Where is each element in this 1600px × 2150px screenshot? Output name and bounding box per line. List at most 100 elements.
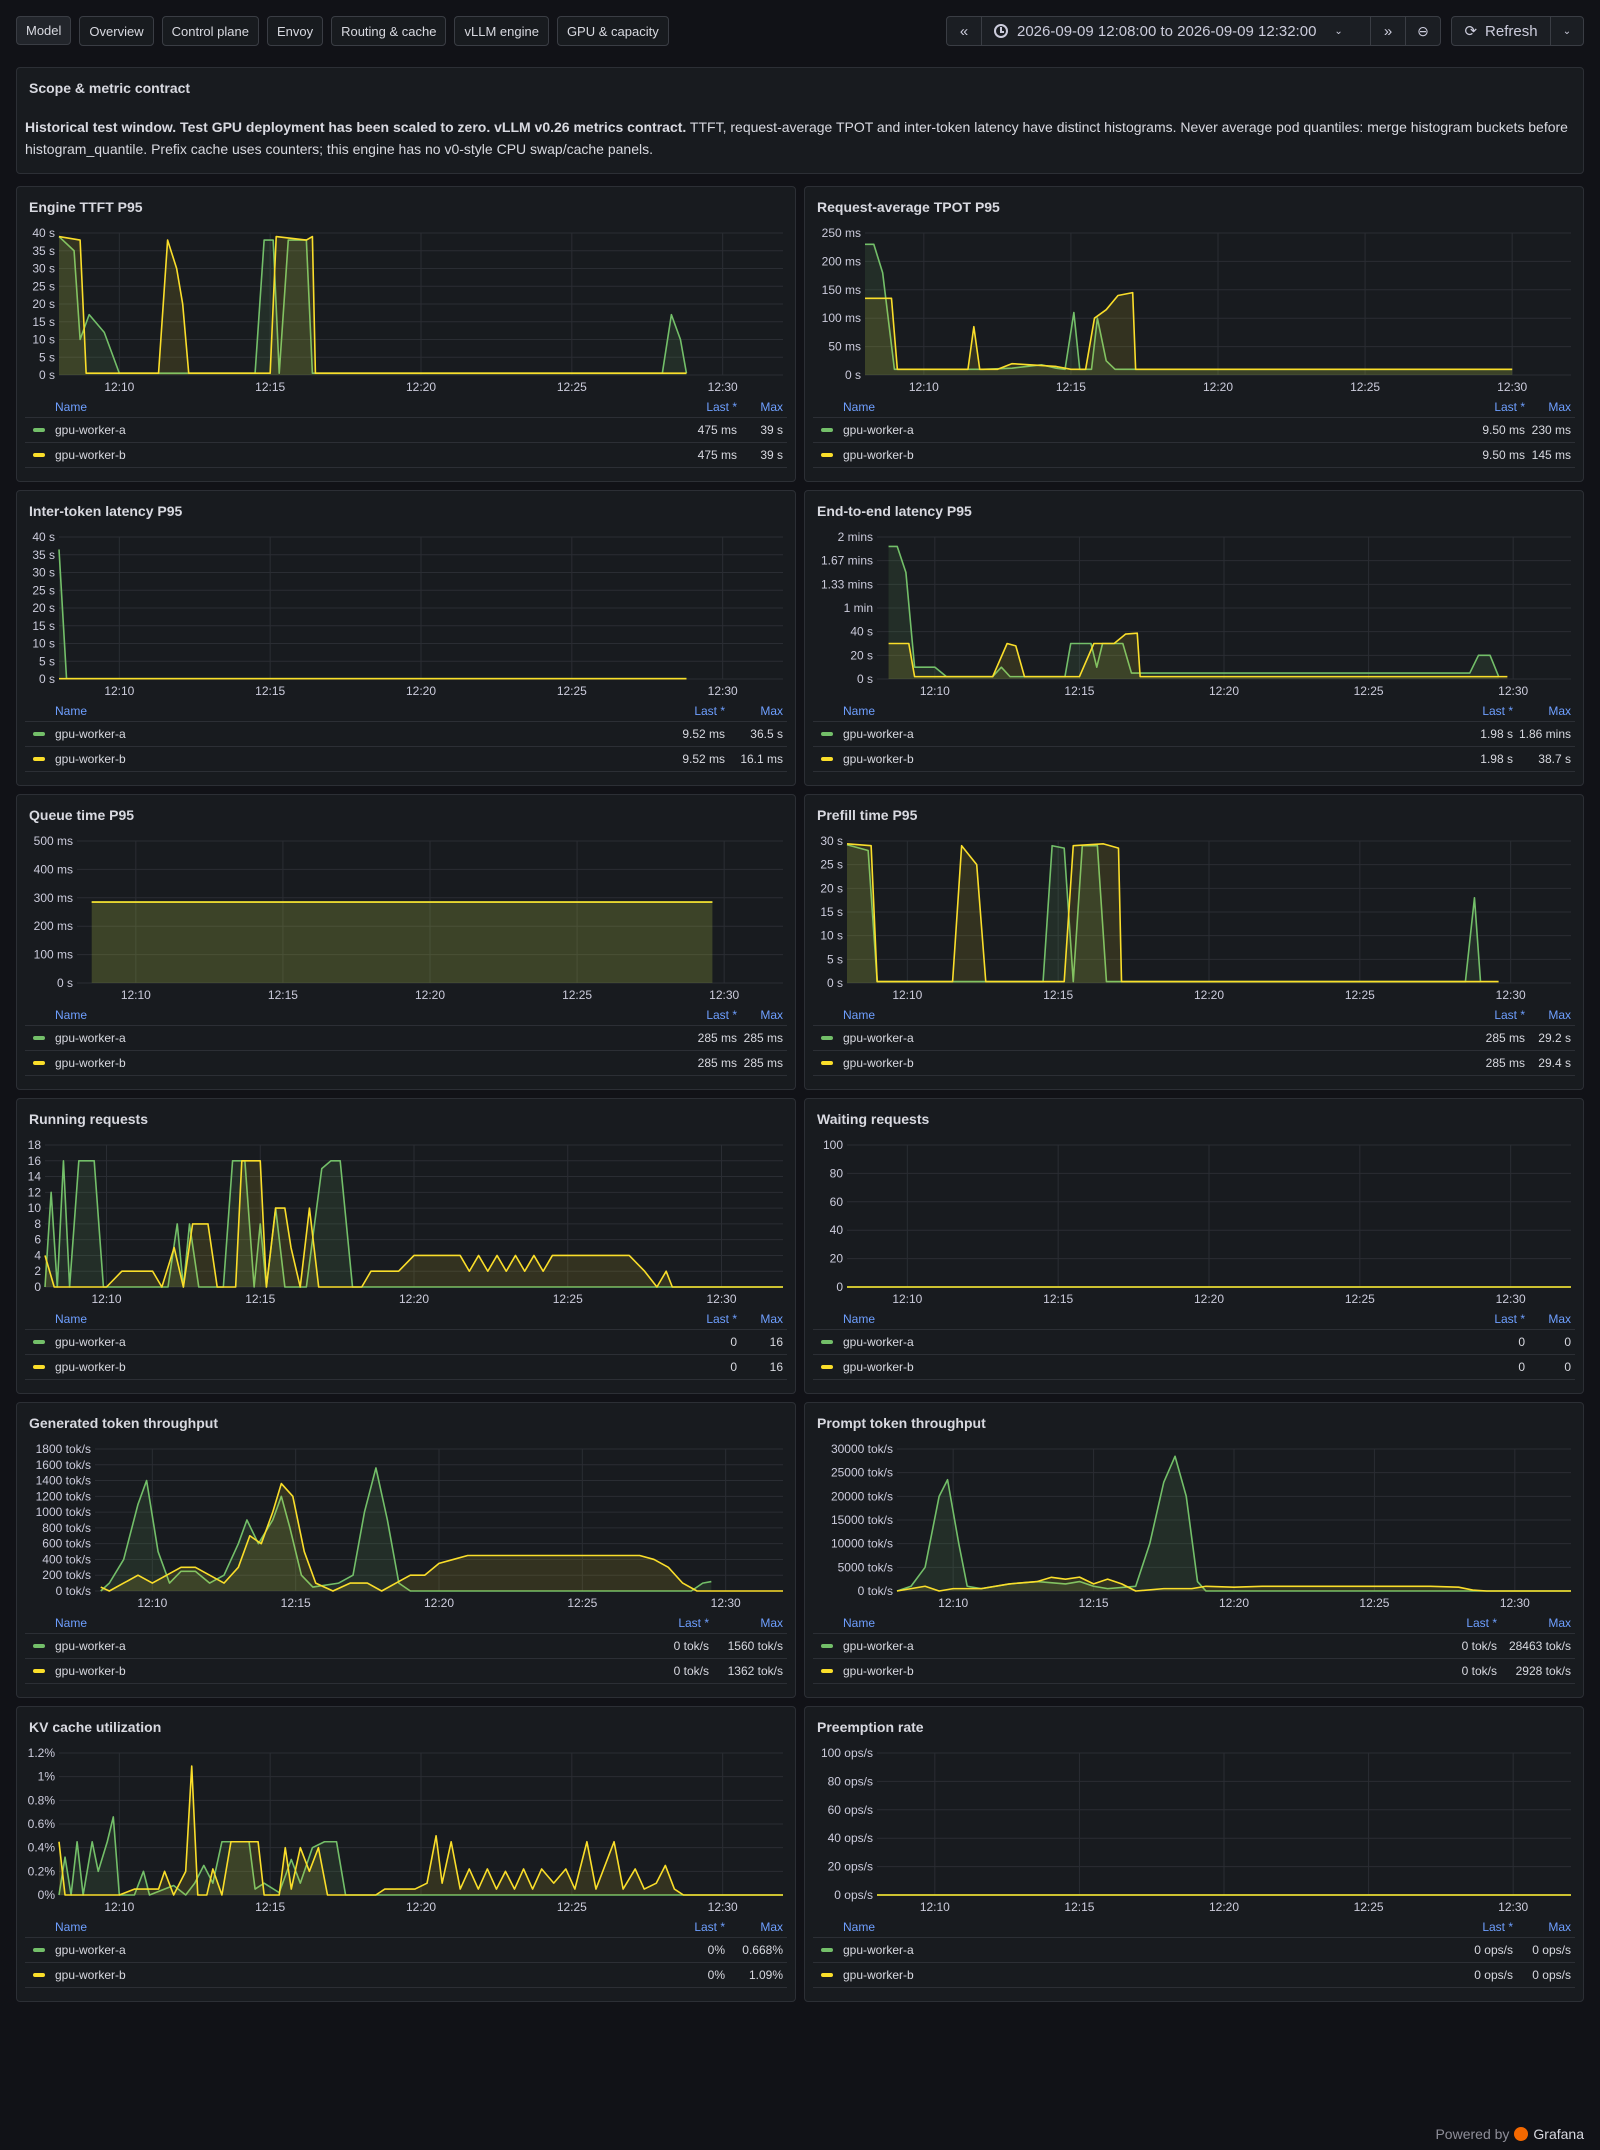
legend-row[interactable]: gpu-worker-b 475 ms 39 s bbox=[25, 442, 787, 468]
legend-row[interactable]: gpu-worker-b 0 tok/s 2928 tok/s bbox=[813, 1658, 1575, 1684]
legend-max-header[interactable]: Max bbox=[760, 1312, 783, 1326]
tab-gpu-capacity[interactable]: GPU & capacity bbox=[556, 16, 669, 46]
tab-envoy[interactable]: Envoy bbox=[266, 16, 324, 46]
legend-row[interactable]: gpu-worker-b 285 ms 29.4 s bbox=[813, 1050, 1575, 1076]
panel-engine-ttft[interactable]: Engine TTFT P95 0 s 5 s 10 s 15 s 20 s 25 s 30 … bbox=[16, 186, 796, 482]
legend-max-header[interactable]: Max bbox=[760, 1008, 783, 1022]
legend-series-name[interactable]: gpu-worker-b bbox=[55, 1360, 126, 1374]
legend-name-header[interactable]: Name bbox=[55, 1920, 88, 1934]
legend-max-header[interactable]: Max bbox=[1548, 1920, 1571, 1934]
panel-prefill[interactable]: Prefill time P95 0 s 5 s 10 s 15 s 20 s 25 s 30… bbox=[804, 794, 1584, 1090]
legend-last-header[interactable]: Last * bbox=[1482, 704, 1513, 718]
refresh-button[interactable]: ⟳ Refresh bbox=[1452, 17, 1550, 45]
legend-series-name[interactable]: gpu-worker-a bbox=[843, 1335, 914, 1349]
legend-last-header[interactable]: Last * bbox=[1466, 1616, 1497, 1630]
panel-gen-throughput[interactable]: Generated token throughput 0 tok/s 200 tok… bbox=[16, 1402, 796, 1698]
panel-itl[interactable]: Inter-token latency P95 0 s 5 s 10 s 15 s 20 … bbox=[16, 490, 796, 786]
legend-row[interactable]: gpu-worker-a 0 16 bbox=[25, 1329, 787, 1354]
legend-row[interactable]: gpu-worker-a 0 tok/s 1560 tok/s bbox=[25, 1633, 787, 1658]
legend-series-name[interactable]: gpu-worker-a bbox=[843, 1943, 914, 1957]
legend-series-name[interactable]: gpu-worker-b bbox=[55, 752, 126, 766]
shift-forward-button[interactable]: » bbox=[1370, 17, 1405, 45]
legend-row[interactable]: gpu-worker-a 0 0 bbox=[813, 1329, 1575, 1354]
legend-row[interactable]: gpu-worker-a 9.50 ms 230 ms bbox=[813, 417, 1575, 442]
legend-row[interactable]: gpu-worker-a 0% 0.668% bbox=[25, 1937, 787, 1962]
legend-series-name[interactable]: gpu-worker-a bbox=[843, 1031, 914, 1045]
legend-row[interactable]: gpu-worker-b 9.52 ms 16.1 ms bbox=[25, 746, 787, 772]
legend-row[interactable]: gpu-worker-a 9.52 ms 36.5 s bbox=[25, 721, 787, 746]
legend-name-header[interactable]: Name bbox=[55, 1008, 88, 1022]
legend-max-header[interactable]: Max bbox=[1548, 1008, 1571, 1022]
legend-name-header[interactable]: Name bbox=[843, 1008, 876, 1022]
legend-row[interactable]: gpu-worker-a 0 tok/s 28463 tok/s bbox=[813, 1633, 1575, 1658]
panel-prompt-throughput[interactable]: Prompt token throughput 0 tok/s 5000 tok/s… bbox=[804, 1402, 1584, 1698]
legend-series-name[interactable]: gpu-worker-a bbox=[55, 1335, 126, 1349]
legend-last-header[interactable]: Last * bbox=[706, 1008, 737, 1022]
legend-series-name[interactable]: gpu-worker-b bbox=[55, 1664, 126, 1678]
legend-name-header[interactable]: Name bbox=[55, 400, 88, 414]
legend-last-header[interactable]: Last * bbox=[1494, 400, 1525, 414]
legend-row[interactable]: gpu-worker-a 1.98 s 1.86 mins bbox=[813, 721, 1575, 746]
legend-series-name[interactable]: gpu-worker-b bbox=[843, 448, 914, 462]
legend-last-header[interactable]: Last * bbox=[694, 1920, 725, 1934]
legend-max-header[interactable]: Max bbox=[1548, 400, 1571, 414]
legend-last-header[interactable]: Last * bbox=[1494, 1008, 1525, 1022]
time-range-picker[interactable]: 2026-09-09 12:08:00 to 2026-09-09 12:32:… bbox=[981, 17, 1370, 45]
legend-last-header[interactable]: Last * bbox=[694, 704, 725, 718]
panel-kv-cache[interactable]: KV cache utilization 0% 0.2% 0.4% 0.6% 0.8% 1%… bbox=[16, 1706, 796, 2002]
tab-routing-cache[interactable]: Routing & cache bbox=[331, 16, 447, 46]
legend-series-name[interactable]: gpu-worker-b bbox=[843, 752, 914, 766]
legend-series-name[interactable]: gpu-worker-a bbox=[55, 423, 126, 437]
legend-max-header[interactable]: Max bbox=[1548, 704, 1571, 718]
legend-row[interactable]: gpu-worker-b 9.50 ms 145 ms bbox=[813, 442, 1575, 468]
legend-series-name[interactable]: gpu-worker-b bbox=[843, 1664, 914, 1678]
legend-series-name[interactable]: gpu-worker-a bbox=[55, 1943, 126, 1957]
legend-series-name[interactable]: gpu-worker-b bbox=[55, 448, 126, 462]
legend-name-header[interactable]: Name bbox=[843, 1920, 876, 1934]
legend-series-name[interactable]: gpu-worker-a bbox=[55, 1031, 126, 1045]
legend-name-header[interactable]: Name bbox=[55, 1616, 88, 1630]
legend-series-name[interactable]: gpu-worker-a bbox=[55, 727, 126, 741]
legend-row[interactable]: gpu-worker-a 475 ms 39 s bbox=[25, 417, 787, 442]
legend-series-name[interactable]: gpu-worker-a bbox=[843, 423, 914, 437]
tab-control-plane[interactable]: Control plane bbox=[161, 16, 259, 46]
legend-row[interactable]: gpu-worker-b 0 tok/s 1362 tok/s bbox=[25, 1658, 787, 1684]
legend-name-header[interactable]: Name bbox=[843, 704, 876, 718]
shift-back-button[interactable]: « bbox=[947, 17, 981, 45]
legend-last-header[interactable]: Last * bbox=[706, 400, 737, 414]
legend-row[interactable]: gpu-worker-b 285 ms 285 ms bbox=[25, 1050, 787, 1076]
legend-name-header[interactable]: Name bbox=[843, 1616, 876, 1630]
panel-running[interactable]: Running requests 0 2 4 6 8 10 12 14 16 18 12:10 12:1… bbox=[16, 1098, 796, 1394]
tab-overview[interactable]: Overview bbox=[79, 16, 154, 46]
legend-max-header[interactable]: Max bbox=[760, 1920, 783, 1934]
legend-row[interactable]: gpu-worker-b 0% 1.09% bbox=[25, 1962, 787, 1988]
zoom-out-button[interactable]: ⊖ bbox=[1405, 17, 1440, 45]
panel-tpot[interactable]: Request-average TPOT P95 0 s 50 ms 100 ms 15… bbox=[804, 186, 1584, 482]
legend-series-name[interactable]: gpu-worker-a bbox=[843, 727, 914, 741]
tab-vllm-engine[interactable]: vLLM engine bbox=[454, 16, 549, 46]
legend-row[interactable]: gpu-worker-b 0 16 bbox=[25, 1354, 787, 1380]
legend-series-name[interactable]: gpu-worker-a bbox=[843, 1639, 914, 1653]
legend-max-header[interactable]: Max bbox=[760, 400, 783, 414]
legend-name-header[interactable]: Name bbox=[843, 1312, 876, 1326]
legend-series-name[interactable]: gpu-worker-b bbox=[55, 1056, 126, 1070]
legend-series-name[interactable]: gpu-worker-a bbox=[55, 1639, 126, 1653]
legend-row[interactable]: gpu-worker-b 0 ops/s 0 ops/s bbox=[813, 1962, 1575, 1988]
legend-last-header[interactable]: Last * bbox=[1494, 1312, 1525, 1326]
panel-queue[interactable]: Queue time P95 0 s 100 ms 200 ms 300 ms 400 m… bbox=[16, 794, 796, 1090]
legend-series-name[interactable]: gpu-worker-b bbox=[55, 1968, 126, 1982]
legend-name-header[interactable]: Name bbox=[55, 704, 88, 718]
legend-row[interactable]: gpu-worker-a 285 ms 285 ms bbox=[25, 1025, 787, 1050]
legend-series-name[interactable]: gpu-worker-b bbox=[843, 1968, 914, 1982]
refresh-interval-dropdown[interactable]: ⌄ bbox=[1550, 17, 1583, 45]
legend-last-header[interactable]: Last * bbox=[706, 1312, 737, 1326]
legend-name-header[interactable]: Name bbox=[843, 400, 876, 414]
panel-e2e[interactable]: End-to-end latency P95 0 s 20 s 40 s 1 min 1.… bbox=[804, 490, 1584, 786]
legend-row[interactable]: gpu-worker-b 1.98 s 38.7 s bbox=[813, 746, 1575, 772]
legend-max-header[interactable]: Max bbox=[1548, 1616, 1571, 1630]
legend-row[interactable]: gpu-worker-b 0 0 bbox=[813, 1354, 1575, 1380]
legend-last-header[interactable]: Last * bbox=[678, 1616, 709, 1630]
panel-preemption[interactable]: Preemption rate 0 ops/s 20 ops/s 40 ops/s 60… bbox=[804, 1706, 1584, 2002]
legend-row[interactable]: gpu-worker-a 0 ops/s 0 ops/s bbox=[813, 1937, 1575, 1962]
legend-row[interactable]: gpu-worker-a 285 ms 29.2 s bbox=[813, 1025, 1575, 1050]
